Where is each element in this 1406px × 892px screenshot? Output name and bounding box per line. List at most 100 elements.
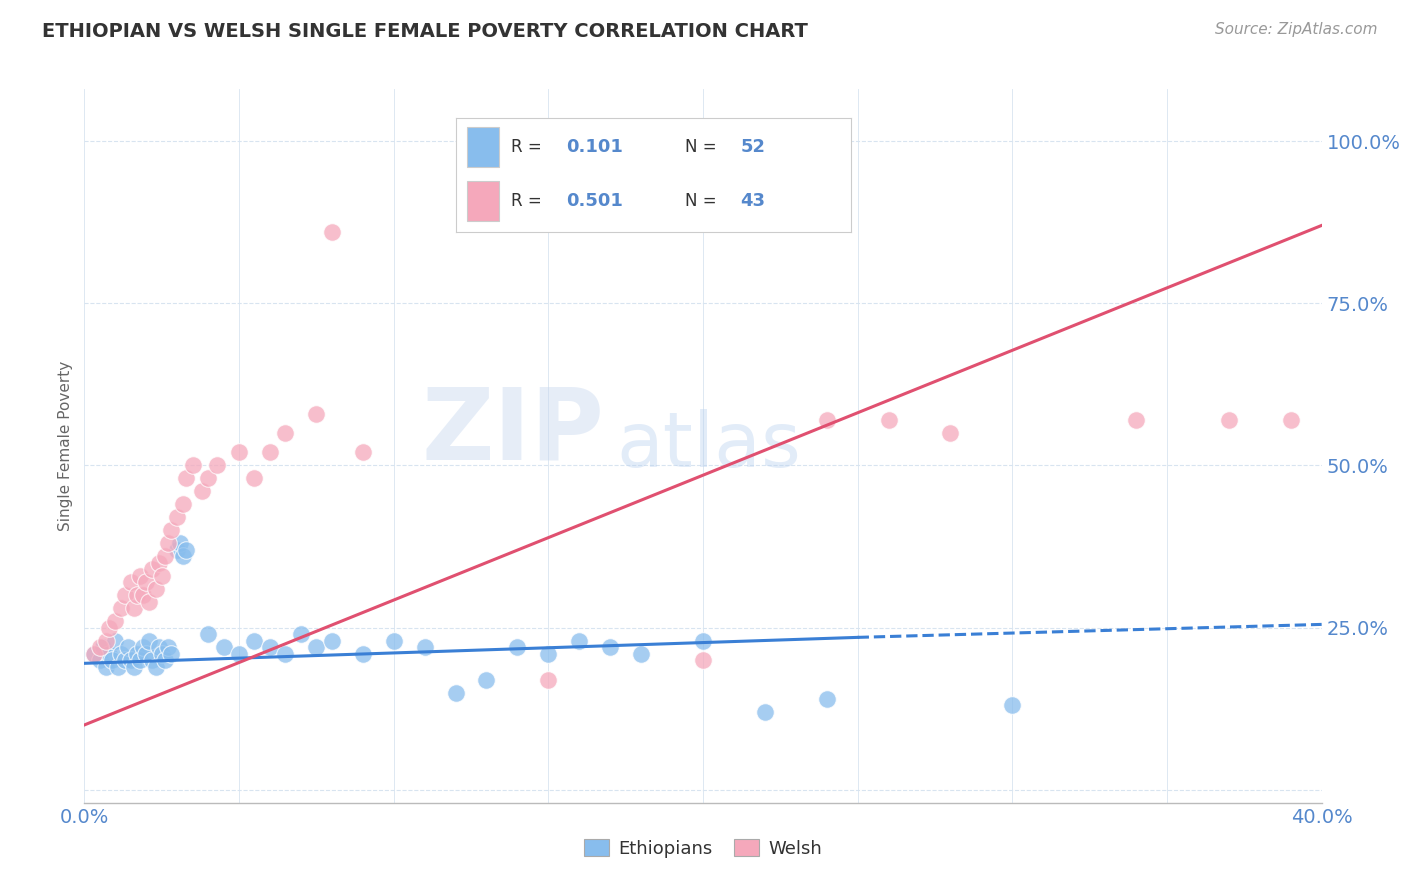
Point <box>122 601 145 615</box>
Point <box>172 549 194 564</box>
Point <box>274 647 297 661</box>
Point <box>141 562 163 576</box>
Point <box>153 653 176 667</box>
Point <box>138 633 160 648</box>
Point <box>939 425 962 440</box>
Point <box>259 640 281 654</box>
Point <box>83 647 105 661</box>
Point <box>176 471 198 485</box>
Point <box>156 640 179 654</box>
Point <box>305 407 328 421</box>
Text: Source: ZipAtlas.com: Source: ZipAtlas.com <box>1215 22 1378 37</box>
Point <box>125 588 148 602</box>
Point <box>754 705 776 719</box>
Point <box>212 640 235 654</box>
Point <box>413 640 436 654</box>
Point <box>153 549 176 564</box>
Point <box>160 647 183 661</box>
Point <box>150 568 173 582</box>
Point <box>156 536 179 550</box>
Point <box>191 484 214 499</box>
Point <box>599 640 621 654</box>
Point <box>135 575 157 590</box>
Point <box>172 497 194 511</box>
Point <box>148 640 170 654</box>
Point <box>114 653 136 667</box>
Point <box>98 621 121 635</box>
Point <box>122 659 145 673</box>
Point <box>89 640 111 654</box>
Point <box>129 653 152 667</box>
Point <box>132 640 155 654</box>
Point <box>176 542 198 557</box>
Point <box>537 673 560 687</box>
Point <box>120 575 142 590</box>
Point <box>321 225 343 239</box>
Point <box>382 633 405 648</box>
Point <box>815 413 838 427</box>
Point <box>114 588 136 602</box>
Point <box>101 653 124 667</box>
Point <box>630 647 652 661</box>
Point <box>181 458 204 473</box>
Y-axis label: Single Female Poverty: Single Female Poverty <box>58 361 73 531</box>
Point <box>166 542 188 557</box>
Point <box>166 510 188 524</box>
Point <box>148 556 170 570</box>
Point <box>568 633 591 648</box>
Point <box>120 653 142 667</box>
Point <box>129 568 152 582</box>
Text: ZIP: ZIP <box>422 384 605 480</box>
Point <box>228 445 250 459</box>
Point <box>692 633 714 648</box>
Point <box>169 536 191 550</box>
Point <box>305 640 328 654</box>
Point <box>138 595 160 609</box>
Point <box>110 601 132 615</box>
Point <box>197 627 219 641</box>
Point <box>125 647 148 661</box>
Point <box>83 647 105 661</box>
Point <box>89 653 111 667</box>
Point <box>98 647 121 661</box>
Point <box>104 614 127 628</box>
Point <box>352 647 374 661</box>
Point <box>104 633 127 648</box>
Point <box>150 647 173 661</box>
Point <box>145 659 167 673</box>
Point <box>1125 413 1147 427</box>
Point <box>110 647 132 661</box>
Point <box>107 659 129 673</box>
Point <box>145 582 167 596</box>
Point <box>207 458 229 473</box>
Point <box>160 524 183 538</box>
Point <box>197 471 219 485</box>
Point <box>135 647 157 661</box>
Point <box>1218 413 1240 427</box>
Point <box>537 647 560 661</box>
Point <box>243 633 266 648</box>
Point <box>506 640 529 654</box>
Point <box>94 633 117 648</box>
Point <box>117 640 139 654</box>
Text: atlas: atlas <box>616 409 801 483</box>
Point <box>91 640 114 654</box>
Point <box>259 445 281 459</box>
Point <box>475 673 498 687</box>
Point <box>877 413 900 427</box>
Point <box>132 588 155 602</box>
Point <box>141 653 163 667</box>
Legend: Ethiopians, Welsh: Ethiopians, Welsh <box>576 832 830 865</box>
Point <box>815 692 838 706</box>
Point <box>692 653 714 667</box>
Point <box>321 633 343 648</box>
Text: ETHIOPIAN VS WELSH SINGLE FEMALE POVERTY CORRELATION CHART: ETHIOPIAN VS WELSH SINGLE FEMALE POVERTY… <box>42 22 808 41</box>
Point <box>1001 698 1024 713</box>
Point <box>94 659 117 673</box>
Point <box>274 425 297 440</box>
Point <box>228 647 250 661</box>
Point <box>1279 413 1302 427</box>
Point <box>290 627 312 641</box>
Point <box>352 445 374 459</box>
Point <box>243 471 266 485</box>
